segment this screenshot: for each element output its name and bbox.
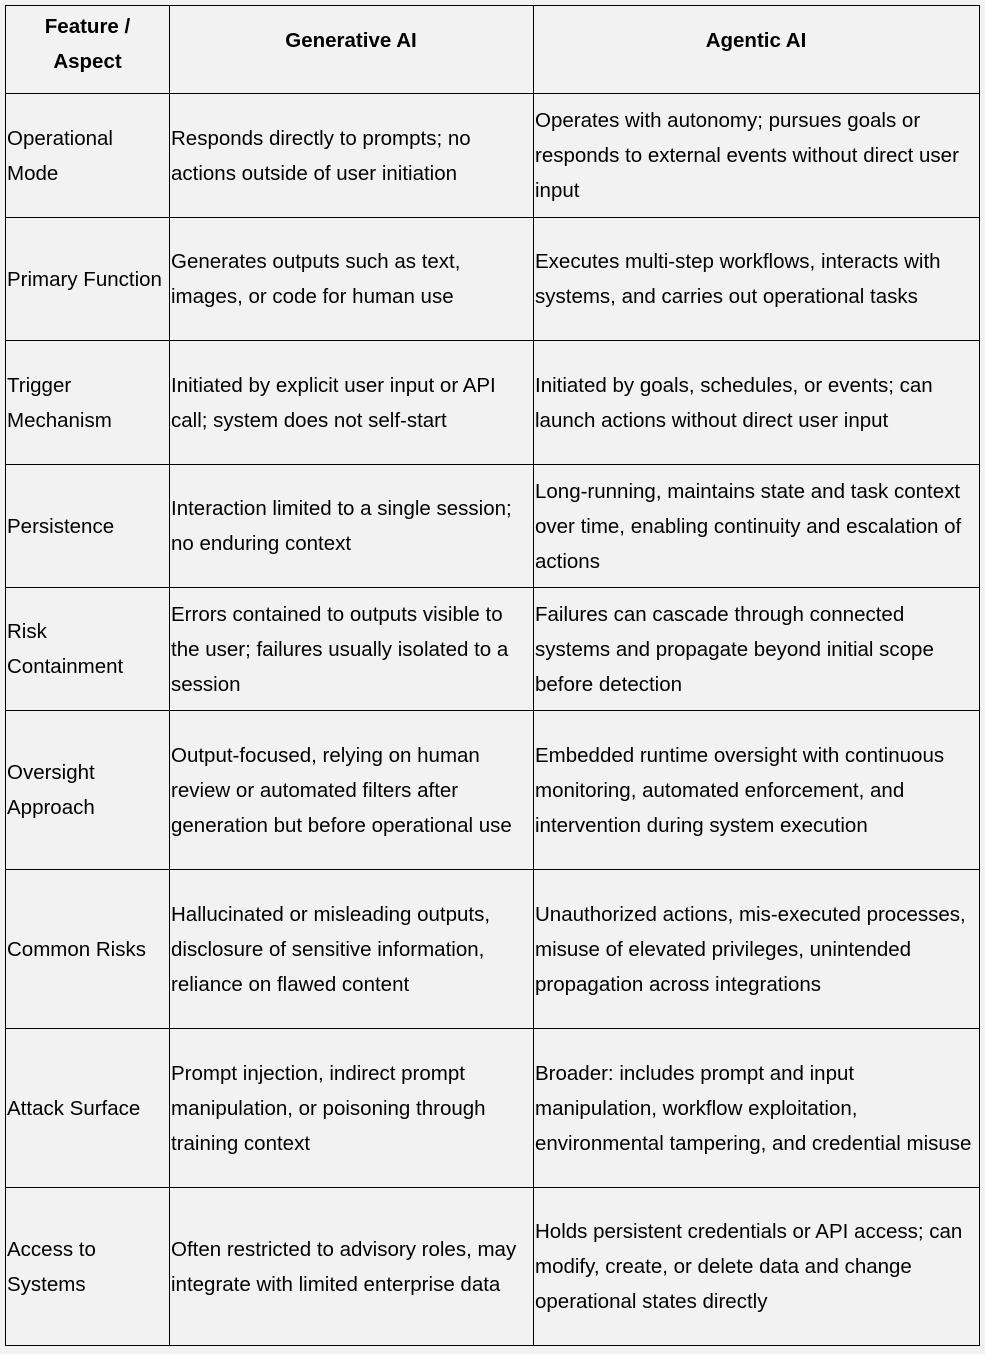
table-row: Common Risks Hallucinated or misleading o… xyxy=(5,869,980,1029)
cell-feature: Access to Systems xyxy=(5,1187,170,1346)
cell-generative-ai: Responds directly to prompts; no actions… xyxy=(169,93,534,218)
cell-agentic-ai: Long-running, maintains state and task c… xyxy=(533,464,980,588)
cell-feature: Common Risks xyxy=(5,869,170,1029)
cell-generative-ai: Output-focused, relying on human review … xyxy=(169,710,534,870)
cell-generative-ai: Interaction limited to a single session;… xyxy=(169,464,534,588)
table-row: Primary Function Generates outputs such a… xyxy=(5,217,980,341)
table-row: Operational Mode Responds directly to pro… xyxy=(5,93,980,218)
comparison-table: Feature / Aspect Generative AI Agentic A… xyxy=(5,5,980,1346)
cell-feature: Persistence xyxy=(5,464,170,588)
table-row: Persistence Interaction limited to a sing… xyxy=(5,464,980,588)
table-row: Access to Systems Often restricted to adv… xyxy=(5,1187,980,1346)
table-row: Attack Surface Prompt injection, indirect… xyxy=(5,1028,980,1188)
cell-generative-ai: Initiated by explicit user input or API … xyxy=(169,340,534,465)
cell-agentic-ai: Unauthorized actions, mis-executed proce… xyxy=(533,869,980,1029)
cell-generative-ai: Often restricted to advisory roles, may … xyxy=(169,1187,534,1346)
cell-feature: Trigger Mechanism xyxy=(5,340,170,465)
table-row: Risk Containment Errors contained to outp… xyxy=(5,587,980,711)
cell-generative-ai: Prompt injection, indirect prompt manipu… xyxy=(169,1028,534,1188)
cell-feature: Oversight Approach xyxy=(5,710,170,870)
table-row: Oversight Approach Output-focused, relyin… xyxy=(5,710,980,870)
cell-feature: Operational Mode xyxy=(5,93,170,218)
header-generative-ai: Generative AI xyxy=(169,5,534,94)
table-row: Trigger Mechanism Initiated by explicit u… xyxy=(5,340,980,465)
cell-agentic-ai: Broader: includes prompt and input manip… xyxy=(533,1028,980,1188)
cell-feature: Primary Function xyxy=(5,217,170,341)
cell-generative-ai: Errors contained to outputs visible to t… xyxy=(169,587,534,711)
cell-feature: Risk Containment xyxy=(5,587,170,711)
cell-feature: Attack Surface xyxy=(5,1028,170,1188)
cell-agentic-ai: Executes multi-step workflows, interacts… xyxy=(533,217,980,341)
cell-agentic-ai: Failures can cascade through connected s… xyxy=(533,587,980,711)
cell-agentic-ai: Initiated by goals, schedules, or events… xyxy=(533,340,980,465)
cell-agentic-ai: Holds persistent credentials or API acce… xyxy=(533,1187,980,1346)
cell-generative-ai: Hallucinated or misleading outputs, disc… xyxy=(169,869,534,1029)
header-agentic-ai: Agentic AI xyxy=(533,5,980,94)
header-row: Feature / Aspect Generative AI Agentic A… xyxy=(5,5,980,94)
header-feature: Feature / Aspect xyxy=(5,5,170,94)
cell-generative-ai: Generates outputs such as text, images, … xyxy=(169,217,534,341)
cell-agentic-ai: Embedded runtime oversight with continuo… xyxy=(533,710,980,870)
cell-agentic-ai: Operates with autonomy; pursues goals or… xyxy=(533,93,980,218)
